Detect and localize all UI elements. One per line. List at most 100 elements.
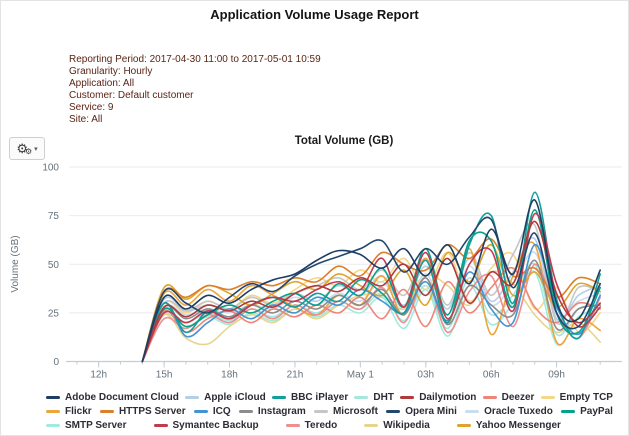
series-line bbox=[141, 208, 601, 363]
gear-icon: ⚙ bbox=[16, 141, 28, 156]
series-line bbox=[141, 251, 601, 363]
legend-swatch bbox=[386, 410, 401, 413]
legend-label: Oracle Tuxedo bbox=[484, 406, 553, 417]
chart-title: Total Volume (GB) bbox=[294, 135, 394, 147]
meta-site: Site: All bbox=[69, 113, 103, 125]
legend-label: Adobe Document Cloud bbox=[65, 392, 179, 403]
legend-row: Adobe Document Cloud Apple iCloud BBC iPla… bbox=[46, 392, 613, 403]
legend-item[interactable]: Oracle Tuxedo bbox=[465, 406, 553, 417]
legend-swatch bbox=[465, 410, 480, 413]
svg-text:12h: 12h bbox=[90, 370, 107, 381]
chart-settings-button[interactable]: ⚙ ⚙ ▾ bbox=[9, 137, 45, 160]
legend-label: Apple iCloud bbox=[204, 392, 266, 403]
meta-reporting-period: Reporting Period: 2017-04-30 11:00 to 20… bbox=[69, 54, 321, 65]
legend-swatch bbox=[185, 396, 200, 399]
legend-item[interactable]: Adobe Document Cloud bbox=[46, 392, 179, 403]
legend-swatch bbox=[400, 396, 415, 399]
meta-granularity: Granularity: Hourly bbox=[69, 65, 153, 77]
page-title: Application Volume Usage Report bbox=[210, 7, 419, 22]
legend-label: PayPal bbox=[580, 406, 613, 417]
series-line bbox=[141, 212, 601, 363]
svg-text:0: 0 bbox=[53, 357, 59, 368]
legend-item[interactable]: Microsoft bbox=[313, 406, 378, 417]
chart-legend: Adobe Document Cloud Apple iCloud BBC iPla… bbox=[46, 392, 613, 434]
legend-item[interactable]: Apple iCloud bbox=[185, 392, 266, 403]
meta-service: Service: 9 bbox=[69, 101, 114, 113]
legend-item[interactable]: SMTP Server bbox=[46, 420, 127, 431]
legend-label: Teredo bbox=[304, 420, 338, 431]
legend-label: Symantec Backup bbox=[172, 420, 259, 431]
meta-application: Application: All bbox=[69, 77, 135, 89]
svg-text:May 1: May 1 bbox=[347, 370, 375, 381]
legend-label: BBC iPlayer bbox=[290, 392, 349, 403]
legend-label: Wikipedia bbox=[383, 420, 430, 431]
svg-text:06h: 06h bbox=[483, 370, 500, 381]
series-line bbox=[141, 238, 601, 363]
legend-swatch bbox=[193, 410, 208, 413]
legend-swatch bbox=[561, 410, 576, 413]
legend-label: Opera Mini bbox=[405, 406, 457, 417]
svg-text:21h: 21h bbox=[287, 370, 304, 381]
legend-item[interactable]: Deezer bbox=[482, 392, 535, 403]
legend-swatch bbox=[46, 410, 60, 413]
legend-swatch bbox=[238, 410, 253, 413]
legend-item[interactable]: Empty TCP bbox=[540, 392, 613, 403]
legend-swatch bbox=[153, 424, 168, 427]
legend-label: Instagram bbox=[257, 406, 306, 417]
legend-row: SMTP Server Symantec Backup Teredo Wikipedi… bbox=[46, 420, 613, 431]
legend-swatch bbox=[46, 424, 60, 427]
legend-item[interactable]: Yahoo Messenger bbox=[456, 420, 561, 431]
legend-swatch bbox=[271, 396, 286, 399]
legend-item[interactable]: Flickr bbox=[46, 406, 92, 417]
legend-label: Flickr bbox=[65, 406, 92, 417]
legend-swatch bbox=[99, 410, 114, 413]
svg-text:09h: 09h bbox=[548, 370, 565, 381]
legend-item[interactable]: Opera Mini bbox=[386, 406, 457, 417]
legend-swatch bbox=[354, 396, 369, 399]
legend-item[interactable]: Instagram bbox=[238, 406, 306, 417]
legend-item[interactable]: Dailymotion bbox=[400, 392, 476, 403]
svg-text:Volume (GB): Volume (GB) bbox=[10, 235, 21, 292]
series-line bbox=[141, 220, 601, 363]
legend-row: Flickr HTTPS Server ICQ Instagram Microsoft O… bbox=[46, 406, 613, 417]
legend-label: Yahoo Messenger bbox=[475, 420, 561, 431]
legend-label: DHT bbox=[373, 392, 394, 403]
legend-item[interactable]: BBC iPlayer bbox=[271, 392, 349, 403]
legend-label: Dailymotion bbox=[419, 392, 477, 403]
legend-label: ICQ bbox=[212, 406, 231, 417]
legend-item[interactable]: DHT bbox=[354, 392, 394, 403]
legend-swatch bbox=[540, 396, 555, 399]
legend-label: Deezer bbox=[501, 392, 535, 403]
report-meta: Reporting Period: 2017-04-30 11:00 to 20… bbox=[69, 54, 321, 125]
meta-customer: Customer: Default customer bbox=[69, 89, 194, 101]
chevron-down-icon: ▾ bbox=[34, 145, 38, 153]
svg-text:75: 75 bbox=[48, 211, 60, 222]
legend-swatch bbox=[482, 396, 497, 399]
legend-swatch bbox=[364, 424, 379, 427]
svg-text:18h: 18h bbox=[221, 370, 238, 381]
svg-text:25: 25 bbox=[48, 308, 60, 319]
legend-swatch bbox=[285, 424, 300, 427]
legend-item[interactable]: Teredo bbox=[285, 420, 338, 431]
svg-text:100: 100 bbox=[42, 163, 59, 174]
legend-swatch bbox=[456, 424, 471, 427]
svg-text:15h: 15h bbox=[156, 370, 173, 381]
legend-label: SMTP Server bbox=[65, 420, 127, 431]
legend-item[interactable]: Symantec Backup bbox=[153, 420, 259, 431]
series-line bbox=[141, 199, 601, 363]
legend-item[interactable]: ICQ bbox=[193, 406, 231, 417]
gear-small-icon: ⚙ bbox=[24, 146, 33, 156]
legend-item[interactable]: Wikipedia bbox=[364, 420, 430, 431]
svg-text:50: 50 bbox=[48, 260, 60, 271]
legend-swatch bbox=[46, 396, 60, 399]
legend-label: HTTPS Server bbox=[118, 406, 186, 417]
series-line bbox=[141, 216, 601, 363]
legend-label: Microsoft bbox=[332, 406, 378, 417]
svg-text:03h: 03h bbox=[417, 370, 434, 381]
legend-swatch bbox=[313, 410, 328, 413]
legend-label: Empty TCP bbox=[559, 392, 613, 403]
volume-line-chart: 0 25 50 75 100 Volume (GB) 12h 15h 18h 21h May 1 03… bbox=[10, 163, 622, 381]
legend-item[interactable]: HTTPS Server bbox=[99, 406, 186, 417]
legend-item[interactable]: PayPal bbox=[561, 406, 613, 417]
